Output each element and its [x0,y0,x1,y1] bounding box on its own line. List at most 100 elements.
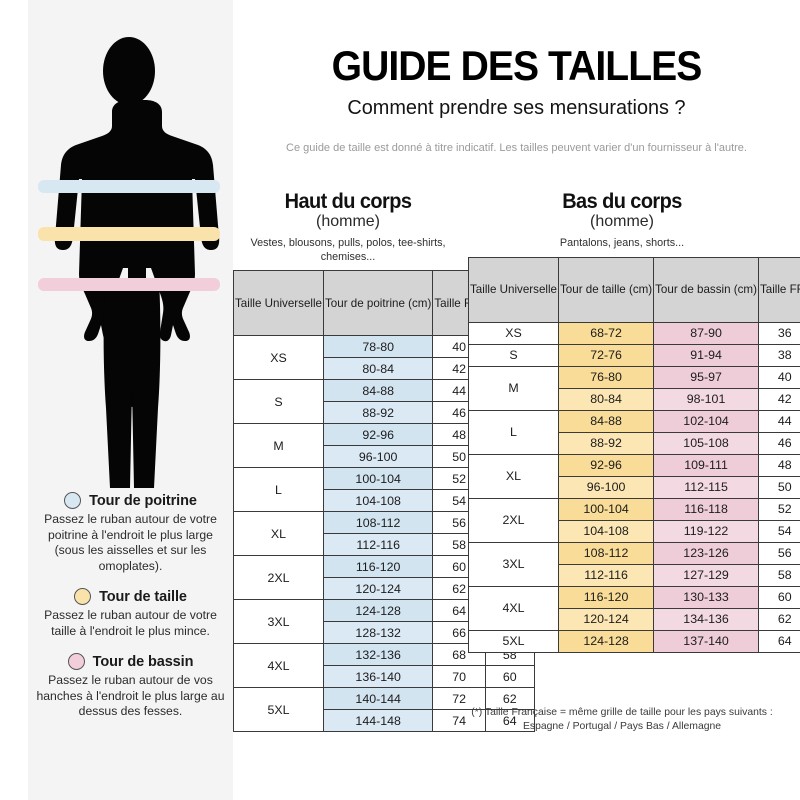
legend-item-title: Tour de poitrine [89,492,197,509]
page-title: GUIDE DES TAILLES [331,42,703,89]
chest-measure-band [38,180,220,193]
measure-cell: 92-96 [322,423,434,446]
measure-cell: 140-144 [322,687,434,710]
measure-cell: 87-90 [653,321,759,345]
measure-cell: 116-120 [557,585,655,609]
universal-size-cell: XL [233,511,324,556]
universal-size-cell: 2XL [468,497,559,543]
measure-cell: 38 [757,343,800,367]
measure-cell: 137-140 [653,629,759,653]
body-figure [28,28,233,488]
column-header: Tour de bassin (cm) [653,256,759,323]
measure-cell: 96-100 [557,475,655,499]
universal-size-cell: 3XL [468,541,559,587]
measure-cell: 60 [484,665,535,688]
bottom-section-title: Bas du corps [562,190,682,213]
legend-item-description: Passez le ruban autour de votre taille à… [44,608,217,638]
universal-size-cell: XS [233,335,324,380]
measure-cell: 116-118 [653,497,759,521]
universal-size-cell: M [233,423,324,468]
bottom-section-items: Pantalons, jeans, shorts... [559,237,685,249]
bottom-section-subtitle: (homme) [589,213,654,230]
measure-cell: 62 [484,687,535,710]
measure-cell: 109-111 [653,453,759,477]
waist-measure-band [38,227,220,241]
universal-size-cell: L [468,409,559,455]
measure-cell: 124-128 [322,599,434,622]
bottom-section-head: Bas du corps (homme) Pantalons, jeans, s… [468,190,776,257]
column-header: Taille Universelle [233,270,324,336]
measure-cell: 116-120 [322,555,434,578]
universal-size-cell: S [233,379,324,424]
measure-cell: 136-140 [322,665,434,688]
measure-cell: 104-108 [557,519,655,543]
measure-cell: 127-129 [653,563,759,587]
universal-size-cell: M [468,365,559,411]
measure-cell: 48 [757,453,800,477]
measure-cell: 130-133 [653,585,759,609]
measure-cell: 70 [432,665,486,688]
top-section-items: Vestes, blousons, pulls, polos, tee-shir… [250,237,446,263]
measure-cell: 100-104 [322,467,434,490]
measure-cell: 108-112 [557,541,655,565]
blue-circle-icon [64,492,82,509]
measure-cell: 36 [757,321,800,345]
legend-item-yellow: Tour de taille Passez le ruban autour de … [28,588,233,639]
measure-cell: 98-101 [653,387,759,411]
measure-cell: 84-88 [557,409,655,433]
universal-size-cell: 5XL [233,687,324,732]
footnote-text: (*) Taille Française = même grille de ta… [471,707,773,732]
measure-cell: 102-104 [653,409,759,433]
measure-cell: 100-104 [557,497,655,521]
male-silhouette-icon [54,37,220,488]
measure-cell: 88-92 [557,431,655,455]
universal-size-cell: XS [468,321,559,345]
universal-size-cell: S [468,343,559,367]
measure-cell: 108-112 [322,511,434,534]
universal-size-cell: 4XL [468,585,559,631]
measure-cell: 64 [757,629,800,653]
table-row: 5XL 140-144 72 62 [233,687,535,732]
pink-circle-icon [67,653,85,670]
top-body-section: Haut du corps (homme) Vestes, blousons, … [233,190,535,732]
measure-cell: 92-96 [557,453,655,477]
hips-measure-band [38,278,220,291]
measure-cell: 128-132 [322,621,434,644]
measure-cell: 52 [757,497,800,521]
measure-cell: 60 [757,585,800,609]
top-section-subtitle: (homme) [315,213,380,230]
legend-item-blue: Tour de poitrine Passez le ruban autour d… [28,492,233,574]
universal-size-cell: L [233,467,324,512]
measure-cell: 95-97 [653,365,759,389]
measure-cell: 80-84 [557,387,655,411]
universal-size-cell: XL [468,453,559,499]
measure-cell: 112-116 [322,533,434,556]
measure-cell: 64 [484,709,535,732]
measure-cell: 46 [757,431,800,455]
legend-item-head: Tour de poitrine [28,492,233,509]
table-row: 144-148 74 64 [234,709,535,732]
measure-cell: 42 [757,387,800,411]
top-section-title: Haut du corps [284,190,412,213]
column-header: Tour de poitrine (cm) [322,270,434,336]
measure-cell: 132-136 [322,643,434,666]
measure-cell: 80-84 [322,357,434,380]
page-subtitle: Comment prendre ses mensurations ? [347,96,686,119]
table-header-row: Taille Universelle Tour de taille (cm) Tou… [468,256,800,323]
measure-cell: 105-108 [653,431,759,455]
measure-cell: 144-148 [322,709,434,732]
legend-item-title: Tour de bassin [92,653,194,670]
bottom-body-size-table: Taille Universelle Tour de taille (cm) Tou… [468,256,800,653]
